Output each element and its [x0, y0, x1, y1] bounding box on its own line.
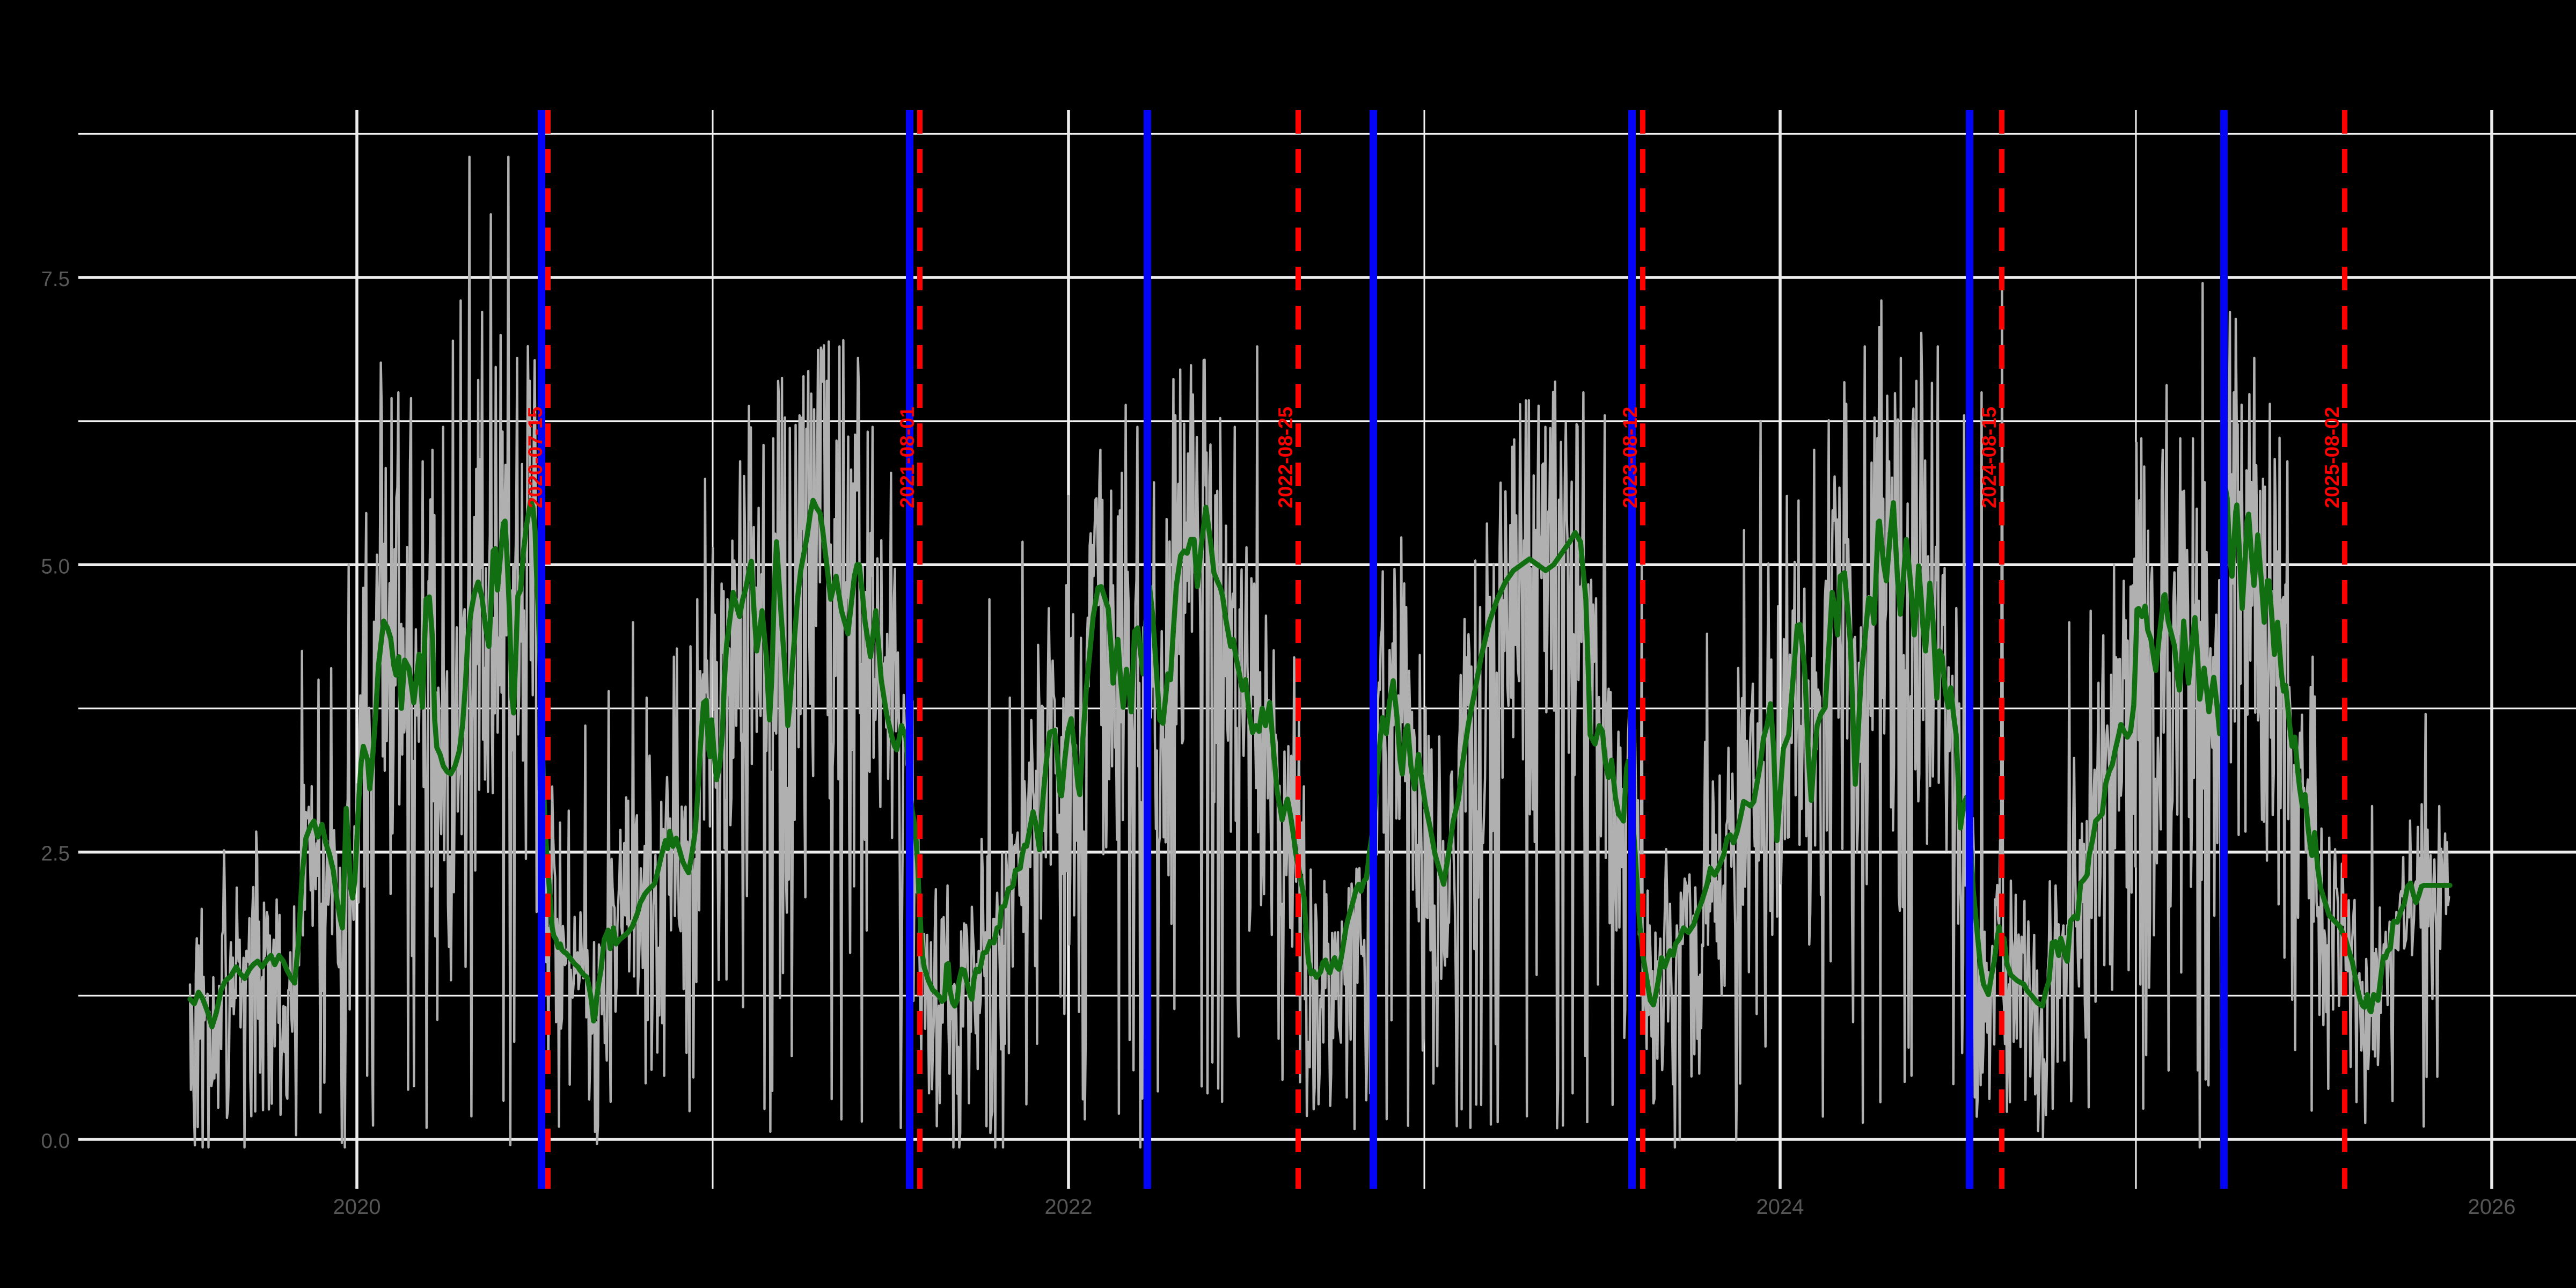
svg-text:2.5: 2.5: [41, 843, 70, 866]
svg-text:2023-08-12: 2023-08-12: [1619, 407, 1641, 508]
svg-text:2025-08-02: 2025-08-02: [2321, 407, 2343, 508]
svg-text:2024-08-15: 2024-08-15: [1978, 407, 2000, 508]
svg-text:2022-08-25: 2022-08-25: [1275, 407, 1297, 508]
svg-text:0.0: 0.0: [41, 1130, 70, 1153]
svg-text:2024: 2024: [1757, 1195, 1804, 1219]
svg-text:5.0: 5.0: [41, 555, 70, 578]
svg-text:2026: 2026: [2468, 1195, 2516, 1219]
svg-text:2021-08-01: 2021-08-01: [896, 407, 918, 508]
svg-text:2020-07-15: 2020-07-15: [524, 407, 546, 508]
svg-text:2020: 2020: [333, 1195, 381, 1219]
svg-text:2022: 2022: [1045, 1195, 1093, 1219]
svg-text:7.5: 7.5: [41, 268, 70, 291]
